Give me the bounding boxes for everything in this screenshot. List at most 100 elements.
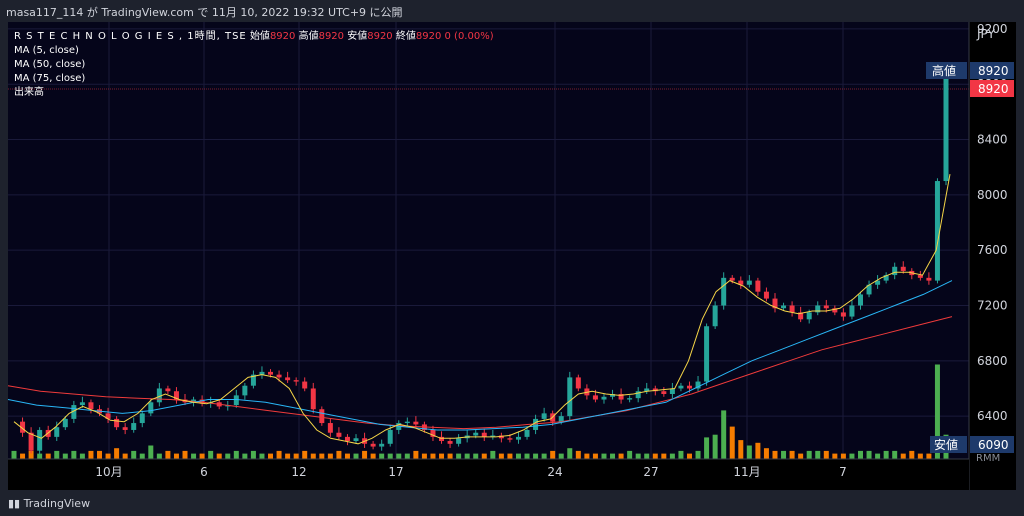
x-tick-label: 12 bbox=[291, 465, 306, 479]
x-tick-label: 17 bbox=[388, 465, 403, 479]
volume-bar bbox=[404, 453, 410, 459]
candle-body bbox=[943, 67, 949, 182]
candle-body bbox=[806, 312, 812, 320]
candle-body bbox=[242, 385, 248, 396]
x-tick-label: 24 bbox=[547, 465, 562, 479]
x-tick-label: 10月 bbox=[95, 465, 122, 479]
volume-bar bbox=[883, 450, 889, 459]
candle-body bbox=[669, 388, 675, 395]
candle-body bbox=[781, 305, 787, 309]
candle-body bbox=[695, 381, 701, 389]
x-tick-label: 6 bbox=[200, 465, 208, 479]
volume-bar bbox=[327, 453, 333, 459]
candle-body bbox=[635, 391, 641, 399]
candle-body bbox=[379, 443, 385, 447]
candle-body bbox=[481, 432, 487, 437]
volume-bar bbox=[370, 453, 376, 459]
candle-body bbox=[276, 374, 282, 378]
candle-body bbox=[293, 380, 299, 382]
candle-body bbox=[191, 399, 197, 403]
volume-bar bbox=[302, 450, 308, 459]
candle-body bbox=[148, 402, 154, 414]
candle-body bbox=[541, 413, 547, 419]
candle-body bbox=[926, 277, 932, 281]
candle-body bbox=[875, 280, 881, 285]
candle-body bbox=[661, 391, 667, 395]
volume-bar bbox=[114, 448, 120, 459]
low-tag-box bbox=[930, 436, 967, 453]
change-value: 0 (0.00%) bbox=[444, 31, 494, 42]
volume-bar bbox=[704, 437, 710, 459]
candle-body bbox=[473, 432, 479, 436]
volume-bar bbox=[45, 453, 51, 459]
publish-bar: masa117_114 が TradingView.com で 11月 10, … bbox=[0, 0, 1024, 22]
y-tick-label: 7600 bbox=[977, 243, 1008, 257]
volume-bar bbox=[259, 453, 265, 459]
volume-bar bbox=[225, 453, 231, 459]
candle-body bbox=[507, 438, 513, 440]
candle-body bbox=[567, 377, 573, 417]
volume-bar bbox=[857, 450, 863, 459]
legend-ohlc-row: R S T E C H N O L O G I E S , 1時間, TSE 始… bbox=[14, 30, 494, 44]
candle-body bbox=[199, 399, 205, 404]
candle-body bbox=[866, 284, 872, 295]
currency-label: JPY bbox=[976, 27, 996, 41]
candle-body bbox=[712, 305, 718, 327]
volume-bar bbox=[678, 450, 684, 459]
candle-body bbox=[165, 388, 171, 392]
volume-bar bbox=[644, 453, 650, 459]
candle-body bbox=[139, 413, 145, 424]
x-tick-label: 7 bbox=[839, 465, 847, 479]
volume-bar bbox=[379, 453, 385, 459]
legend-ma50[interactable]: MA (50, close) bbox=[14, 59, 86, 70]
legend-volume[interactable]: 出来高 bbox=[14, 87, 44, 98]
candle-body bbox=[738, 280, 744, 285]
legend-ma75[interactable]: MA (75, close) bbox=[14, 73, 86, 84]
tradingview-logo[interactable]: ▮▮ TradingView bbox=[8, 497, 90, 510]
candle-body bbox=[439, 436, 445, 442]
low-tag-value: 6090 bbox=[978, 438, 1009, 452]
candle-body bbox=[857, 294, 863, 306]
open-value: 8920 bbox=[269, 31, 296, 42]
volume-bar bbox=[319, 453, 325, 459]
candle-body bbox=[644, 388, 650, 392]
legend-ma5[interactable]: MA (5, close) bbox=[14, 45, 79, 56]
volume-bar bbox=[79, 453, 85, 459]
volume-bar bbox=[755, 442, 761, 459]
candle-body bbox=[71, 405, 77, 419]
candle-body bbox=[319, 409, 325, 424]
candle-body bbox=[447, 441, 453, 444]
volume-bar bbox=[635, 453, 641, 459]
candle-body bbox=[892, 266, 898, 276]
volume-bar bbox=[353, 453, 359, 459]
volume-bar bbox=[88, 450, 94, 459]
x-tick-label: 11月 bbox=[733, 465, 760, 479]
volume-bar bbox=[336, 450, 342, 459]
volume-bar bbox=[165, 450, 171, 459]
volume-bar bbox=[362, 450, 368, 459]
candle-body bbox=[515, 436, 521, 440]
volume-bar bbox=[131, 450, 137, 459]
candle-body bbox=[430, 429, 436, 437]
high-tag-value: 8920 bbox=[978, 64, 1009, 78]
volume-bar bbox=[156, 453, 162, 459]
volume-bar bbox=[584, 453, 590, 459]
candle-body bbox=[302, 381, 308, 389]
volume-bar bbox=[293, 453, 299, 459]
volume-bar bbox=[62, 453, 68, 459]
candle-body bbox=[173, 391, 179, 400]
volume-bar bbox=[276, 450, 282, 459]
candle-body bbox=[28, 432, 34, 451]
volume-bar bbox=[28, 450, 34, 459]
ma50-line bbox=[7, 280, 953, 431]
volume-bar bbox=[541, 453, 547, 459]
candle-body bbox=[900, 266, 906, 271]
legend: R S T E C H N O L O G I E S , 1時間, TSE 始… bbox=[14, 30, 494, 100]
volume-bar bbox=[558, 453, 564, 459]
candle-body bbox=[729, 277, 735, 281]
x-tick-labels: 10月 6 12 17 24 27 11月 7 bbox=[95, 465, 846, 479]
y-tick-label: 6800 bbox=[977, 354, 1008, 368]
volume-bar bbox=[20, 453, 26, 459]
high-value: 8920 bbox=[318, 31, 345, 42]
